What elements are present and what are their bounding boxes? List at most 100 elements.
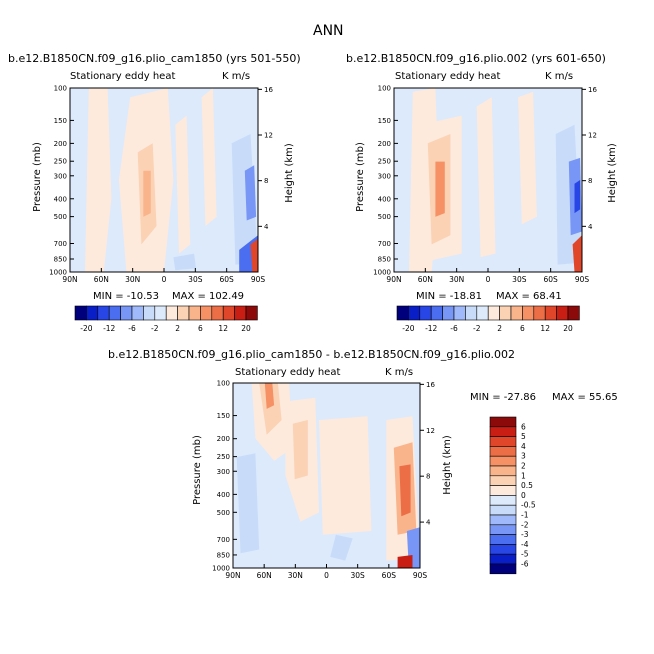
- colorbar-swatch: [510, 305, 523, 321]
- panel-3-x-tick-label: 60S: [382, 571, 397, 580]
- colorbar-swatch: [200, 305, 213, 321]
- panel-3-contour-region: [292, 420, 308, 480]
- colorbar-swatch: [522, 305, 535, 321]
- colorbar-swatch: [396, 305, 409, 321]
- colorbar-swatch: [489, 563, 517, 575]
- panel-2-y-tick-label: 200: [378, 140, 391, 148]
- panel-1-x-tick-label: 90S: [251, 275, 266, 284]
- colorbar-swatch: [489, 514, 517, 526]
- panel-1-contour-region: [250, 238, 258, 272]
- panel-2-x-tick-label: 60S: [544, 275, 559, 284]
- panel-1-y-tick-label: 850: [54, 256, 67, 264]
- colorbar-label: -2: [521, 520, 529, 529]
- panel-3-x-tick-label: 90N: [225, 571, 240, 580]
- colorbar-swatch: [489, 446, 517, 457]
- panel-3-y-tick-label: 250: [217, 453, 230, 461]
- panel-1-plot: 90N 60N 30N 0 30S 60S 90S 100 150 200 250 300 400 500…: [49, 85, 273, 285]
- panel-3-y-tick-label: 400: [217, 491, 230, 499]
- colorbar-label: -4: [521, 540, 529, 549]
- colorbar-label: 1: [521, 471, 526, 480]
- panel-1-x-tick-label: 0: [162, 275, 167, 284]
- panel-2-height-tick-label: 16: [588, 86, 597, 94]
- panel-3-contour-region: [330, 534, 353, 561]
- panel-2-plot: 90N 60N 30N 0 30S 60S 90S 100 150 200 250 300 400 500…: [373, 85, 597, 285]
- panel-1-y-tick-label: 300: [54, 172, 67, 180]
- panel-1-y-tick-label: 400: [54, 195, 67, 203]
- panel-1-x-tick-label: 60S: [220, 275, 235, 284]
- colorbar-label: -6: [128, 324, 136, 333]
- colorbar-label: 2: [497, 324, 502, 333]
- panel-3-contour-region: [319, 416, 372, 535]
- panel-3-y-tick-label: 300: [217, 468, 230, 476]
- panel-1-y-tick-label: 200: [54, 140, 67, 148]
- colorbar-label: -2: [151, 324, 159, 333]
- page-title: ANN: [313, 23, 344, 39]
- colorbar-label: -20: [402, 324, 414, 333]
- colorbar-swatch: [154, 305, 167, 321]
- colorbar-label: 5: [521, 432, 526, 441]
- colorbar-label: 12: [540, 324, 550, 333]
- colorbar-swatch: [442, 305, 455, 321]
- panel-2-x-tick-label: 30N: [449, 275, 464, 284]
- colorbar-swatch: [489, 553, 517, 565]
- panel-1-min-label: MIN = -10.53: [93, 291, 160, 302]
- panel-3-x-tick-label: 90S: [413, 571, 428, 580]
- panel-1-contour-region: [231, 134, 258, 265]
- panel-1-contour-region: [173, 253, 196, 271]
- colorbar-swatch: [489, 455, 517, 467]
- panel-3-contour-region: [397, 555, 413, 568]
- panel-3-x-tick-label: 60N: [257, 571, 272, 580]
- panel-2-y-tick-label: 700: [378, 240, 391, 248]
- colorbar-label: 20: [241, 324, 251, 333]
- colorbar-label: -5: [521, 550, 529, 559]
- panel-3-max-label: MAX = 55.65: [552, 392, 618, 403]
- panel-2-y-tick-label: 400: [378, 195, 391, 203]
- panel-2-y-tick-label: 1000: [373, 269, 391, 277]
- colorbar-swatch: [188, 305, 201, 321]
- colorbar-label: 2: [175, 324, 180, 333]
- colorbar-swatch: [489, 416, 517, 428]
- colorbar-swatch: [489, 534, 517, 545]
- panel-2-x-tick-label: 0: [486, 275, 491, 284]
- panel-2-y-tick-label: 500: [378, 213, 391, 221]
- panel-2-contour-region: [574, 180, 581, 214]
- colorbar-swatch: [165, 305, 178, 321]
- colorbar-swatch: [489, 426, 517, 437]
- panel-1-height-tick-label: 16: [264, 86, 273, 94]
- panel-3-y-tick-label: 150: [217, 412, 230, 420]
- panel-2-contour-region: [435, 161, 445, 217]
- colorbar-swatch: [222, 305, 235, 321]
- panel-3-height-tick-label: 16: [426, 381, 435, 389]
- panel-3-height-tick-label: 12: [426, 427, 435, 435]
- colorbar-label: -3: [521, 530, 529, 539]
- colorbar-swatch: [453, 305, 466, 321]
- panel-1-colorbar: -20 -12 -6 -2 2 6 12 20: [74, 305, 258, 333]
- panel-3-x-tick-label: 30S: [351, 571, 366, 580]
- panel-2-y-tick-label: 850: [378, 256, 391, 264]
- colorbar-swatch: [74, 305, 87, 321]
- panel-1-subtitle-left: Stationary eddy heat: [70, 71, 176, 82]
- panel-1-y-tick-label: 150: [54, 117, 67, 125]
- panel-2-y-tick-label: 250: [378, 158, 391, 166]
- colorbar-label: 0: [521, 491, 526, 500]
- panel-1-x-tick-label: 60N: [94, 275, 109, 284]
- colorbar-swatch: [489, 465, 517, 477]
- colorbar-swatch: [533, 305, 546, 321]
- colorbar-swatch: [567, 305, 580, 321]
- panel-2-y-tick-label: 150: [378, 117, 391, 125]
- colorbar-swatch: [499, 305, 512, 321]
- colorbar-swatch: [97, 305, 110, 321]
- panel-3-y-tick-label: 100: [217, 380, 230, 388]
- colorbar-swatch: [245, 305, 258, 321]
- panel-2-height-tick-label: 4: [588, 223, 593, 231]
- colorbar-swatch: [131, 305, 144, 321]
- colorbar-swatch: [430, 305, 443, 321]
- panel-1-contour-region: [175, 115, 191, 254]
- panel-3-x-tick-label: 30N: [288, 571, 303, 580]
- colorbar-label: 6: [521, 422, 526, 431]
- colorbar-swatch: [487, 305, 500, 321]
- panel-3-subtitle-left: Stationary eddy heat: [235, 367, 341, 378]
- colorbar-swatch: [143, 305, 156, 321]
- panel-2-subtitle-right: K m/s: [545, 71, 574, 82]
- panel-1-contour-region: [143, 170, 151, 217]
